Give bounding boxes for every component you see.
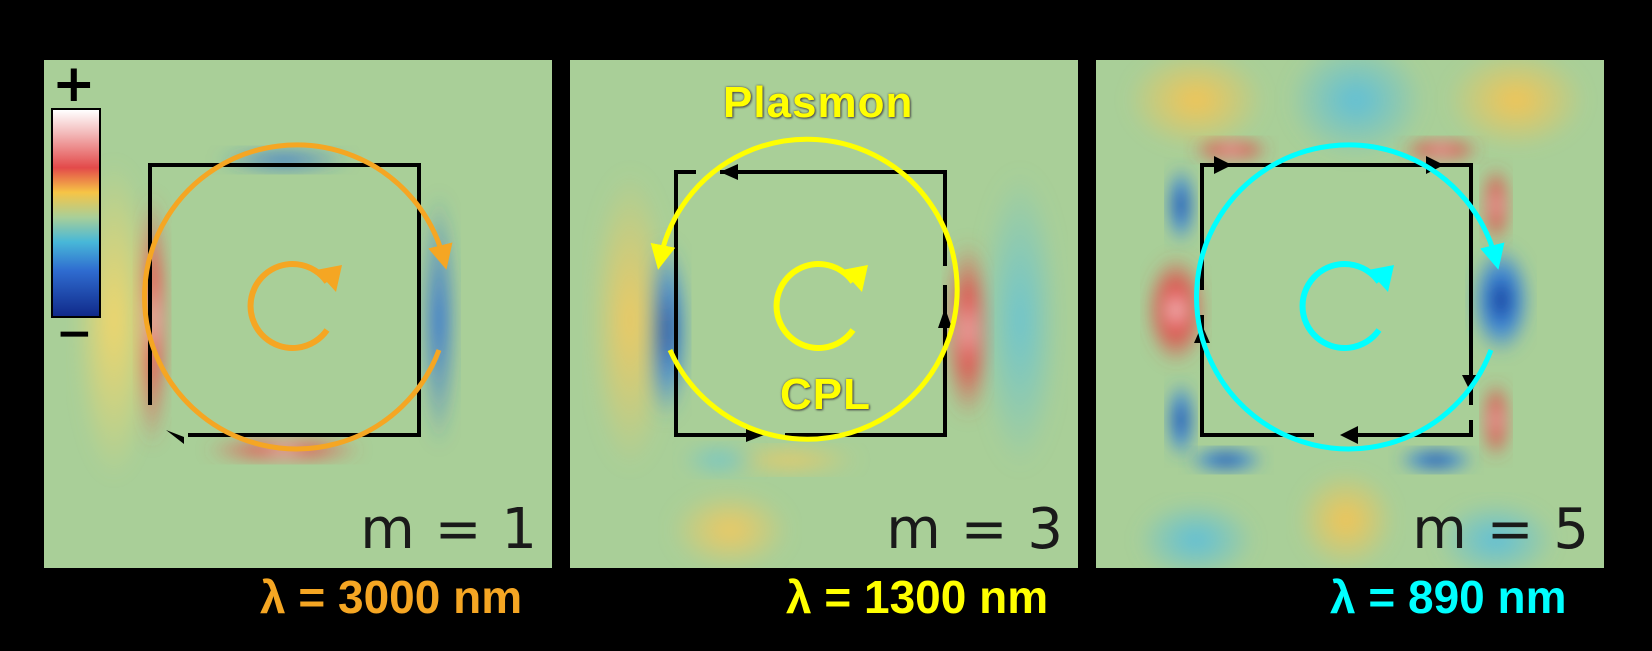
plasmon-circle-arrow: [1194, 142, 1505, 452]
cpl-arrowhead: [1368, 265, 1394, 292]
wavelength-label: λ = 1300 nm: [786, 571, 1049, 623]
cpl-arrowhead: [842, 265, 868, 292]
plasmon-arrow-black: [746, 428, 764, 442]
nanostructure-outline: [1200, 163, 1473, 405]
cpl-circle-arrow: [247, 261, 330, 351]
colorbar-plus-label: +: [52, 60, 96, 114]
field-lobe: [1186, 448, 1266, 472]
mode-label: m = 3: [886, 497, 1064, 562]
field-lobe: [1126, 60, 1266, 150]
colorbar-minus-label: −: [56, 308, 93, 359]
field-lobe: [1446, 60, 1586, 150]
mode-label: m = 1: [360, 497, 538, 562]
plasmon-arrow-black: [938, 308, 952, 328]
field-lobe: [421, 190, 457, 450]
field-lobe: [1482, 165, 1510, 245]
cpl-circle-arrow: [1299, 261, 1382, 351]
field-lobe: [1482, 380, 1510, 460]
nanostructure-outline: [1346, 420, 1473, 437]
colorbar: [51, 108, 101, 318]
field-lobe: [680, 444, 760, 476]
plasmon-arrow-black: [1340, 426, 1358, 444]
cpl-arrowhead: [316, 265, 342, 292]
panel-m3: m = 3: [570, 60, 1078, 568]
field-lobe: [590, 170, 670, 470]
nanostructure-outline: [148, 163, 421, 437]
field-lobe: [1401, 138, 1481, 162]
field-lobe: [1146, 255, 1206, 365]
plasmon-arrow-black: [166, 430, 184, 444]
nanostructure-outline: [1200, 315, 1314, 437]
field-lobe: [670, 490, 790, 568]
nanostructure-outline: [674, 170, 748, 437]
field-lobe: [1296, 470, 1396, 568]
plasmon-circle-arrow: [650, 136, 960, 442]
plasmon-label: Plasmon: [723, 78, 914, 127]
panel-m5: m = 5: [1096, 60, 1604, 568]
field-lobe: [1471, 245, 1531, 355]
field-lobe: [1286, 60, 1426, 160]
field-lobe: [1191, 138, 1271, 162]
field-lobe: [1167, 380, 1195, 460]
field-lobe: [1167, 165, 1195, 245]
wavelength-label: λ = 890 nm: [1330, 571, 1567, 623]
plasmon-circle-arrow: [142, 142, 453, 452]
plasmon-arrow-black: [1214, 156, 1232, 174]
cpl-label: CPL: [780, 370, 871, 419]
wavelength-label: λ = 3000 nm: [260, 571, 523, 623]
field-lobe: [980, 170, 1060, 470]
cpl-circle-arrow: [773, 261, 856, 351]
field-lobe: [1396, 448, 1476, 472]
panel-m1: + − m = 1: [44, 60, 552, 568]
mode-label: m = 5: [1412, 497, 1590, 562]
field-lobe: [1436, 500, 1556, 568]
plasmon-arrow-black: [720, 164, 738, 180]
field-lobe: [1136, 500, 1256, 568]
